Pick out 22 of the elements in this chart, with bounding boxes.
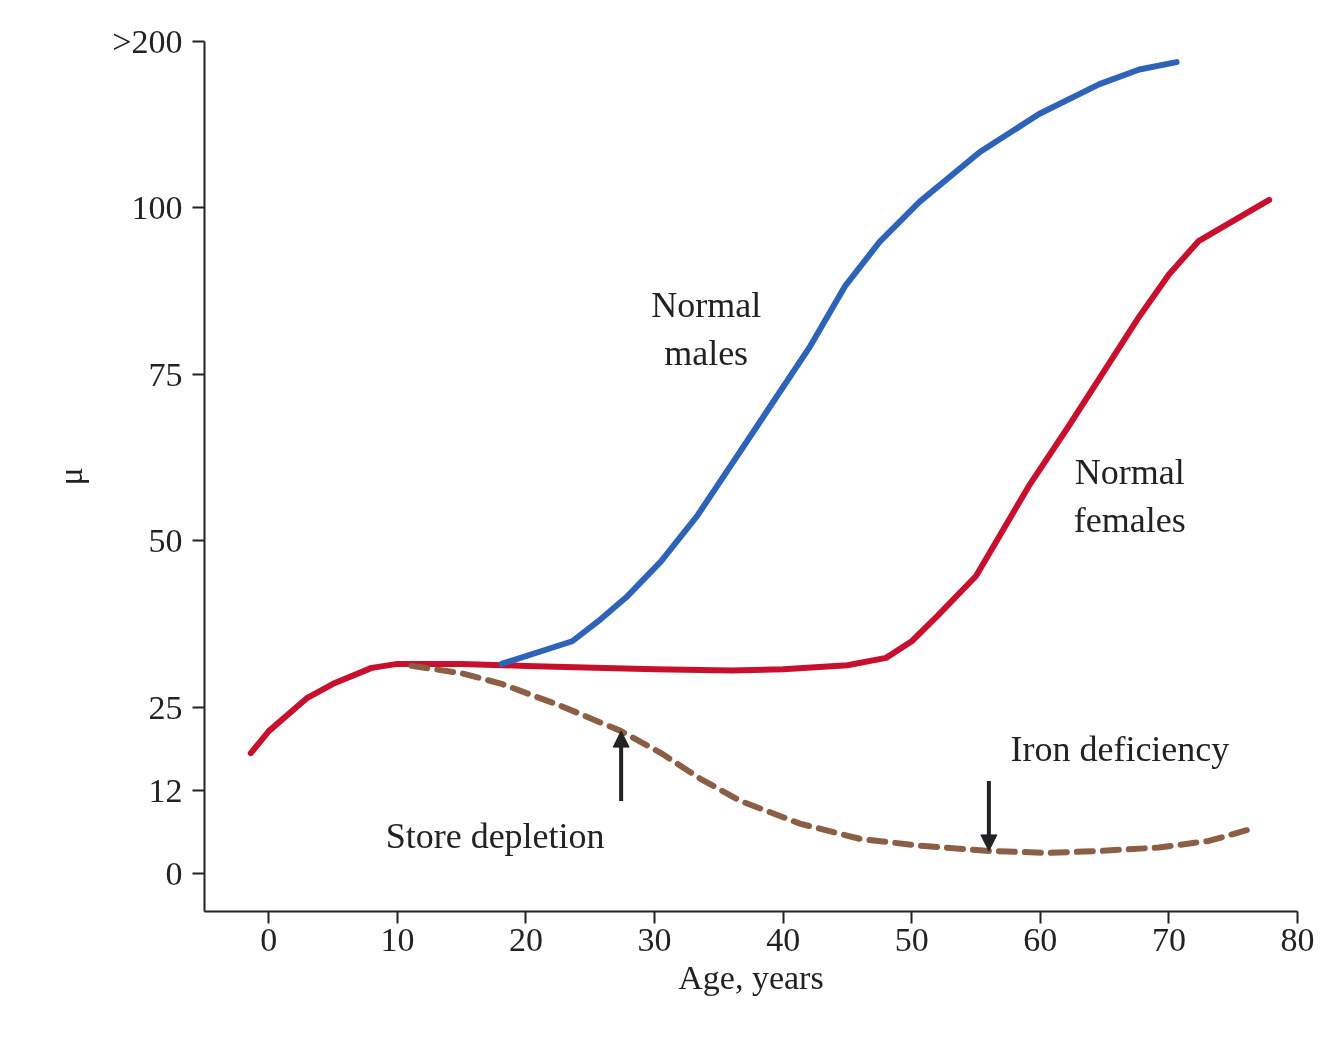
x-tick-label: 10 bbox=[380, 920, 415, 958]
y-tick-label: 50 bbox=[148, 522, 183, 560]
y-tick-label: 0 bbox=[165, 855, 183, 893]
x-tick-label: 40 bbox=[766, 920, 801, 958]
x-axis-title: Age, years bbox=[678, 958, 824, 996]
annotation: Iron deficiency bbox=[1010, 728, 1230, 769]
x-tick-label: 80 bbox=[1280, 920, 1315, 958]
annotation: Normal females bbox=[1073, 452, 1186, 541]
x-tick-label: 60 bbox=[1023, 920, 1058, 958]
y-tick-label: 75 bbox=[148, 355, 183, 393]
x-tick-label: 20 bbox=[508, 920, 543, 958]
y-tick-label: 25 bbox=[148, 688, 183, 726]
x-tick-label: 50 bbox=[894, 920, 929, 958]
x-tick-label: 0 bbox=[260, 920, 278, 958]
x-tick-label: 30 bbox=[637, 920, 672, 958]
y-tick-label: 100 bbox=[131, 189, 183, 227]
y-tick-label: >200 bbox=[112, 23, 183, 60]
y-axis-title: μ bbox=[52, 467, 90, 486]
y-tick-label: 12 bbox=[148, 771, 183, 809]
annotation: Normal males bbox=[651, 285, 762, 374]
x-tick-label: 70 bbox=[1151, 920, 1186, 958]
annotation: Store depletion bbox=[385, 816, 605, 857]
